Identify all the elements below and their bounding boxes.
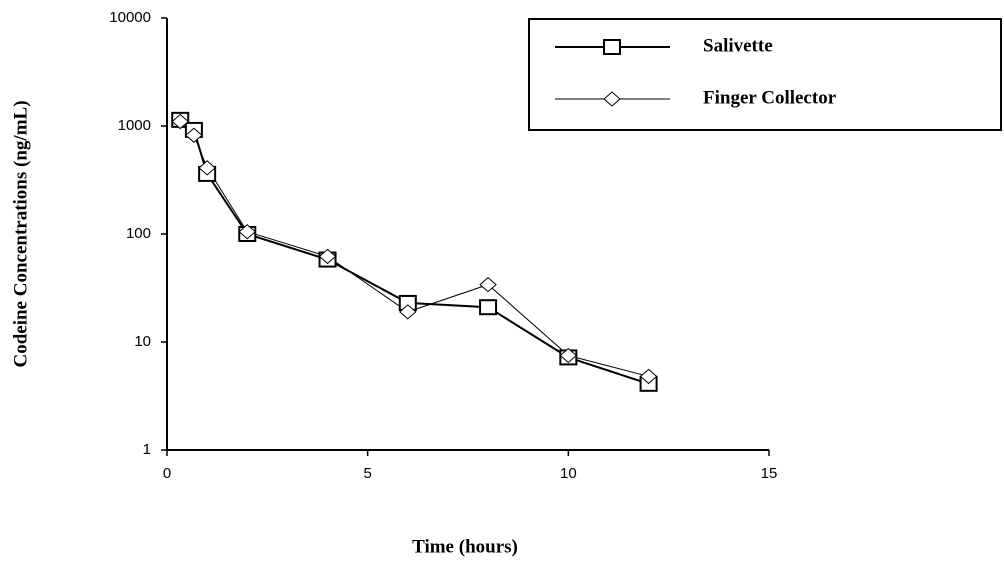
marker	[318, 248, 337, 265]
marker	[559, 347, 578, 364]
x-tick-label: 10	[560, 465, 577, 482]
legend-label: Salivette	[703, 35, 773, 56]
marker	[171, 113, 190, 130]
marker	[198, 160, 216, 176]
y-tick-label: 1000	[118, 117, 151, 134]
marker	[399, 304, 417, 320]
marker	[639, 368, 658, 385]
y-tick-label: 10	[134, 333, 151, 350]
x-tick-label: 5	[363, 465, 371, 482]
marker	[238, 224, 257, 240]
marker	[479, 299, 498, 316]
legend	[528, 18, 1002, 131]
marker	[185, 127, 203, 143]
legend-marker	[603, 91, 621, 107]
y-tick-label: 100	[126, 225, 151, 242]
y-tick-label: 1	[143, 441, 151, 458]
x-tick-label: 15	[761, 465, 778, 482]
y-axis-label: Codeine Concentrations (ng/mL)	[10, 100, 31, 367]
marker	[479, 276, 497, 293]
y-tick-label: 10000	[109, 9, 151, 26]
series-line	[179, 119, 649, 385]
series-line	[179, 121, 649, 377]
x-axis-label: Time (hours)	[412, 536, 518, 557]
legend-label: Finger Collector	[703, 87, 837, 108]
x-tick-label: 0	[163, 465, 171, 482]
legend-marker	[603, 39, 621, 55]
